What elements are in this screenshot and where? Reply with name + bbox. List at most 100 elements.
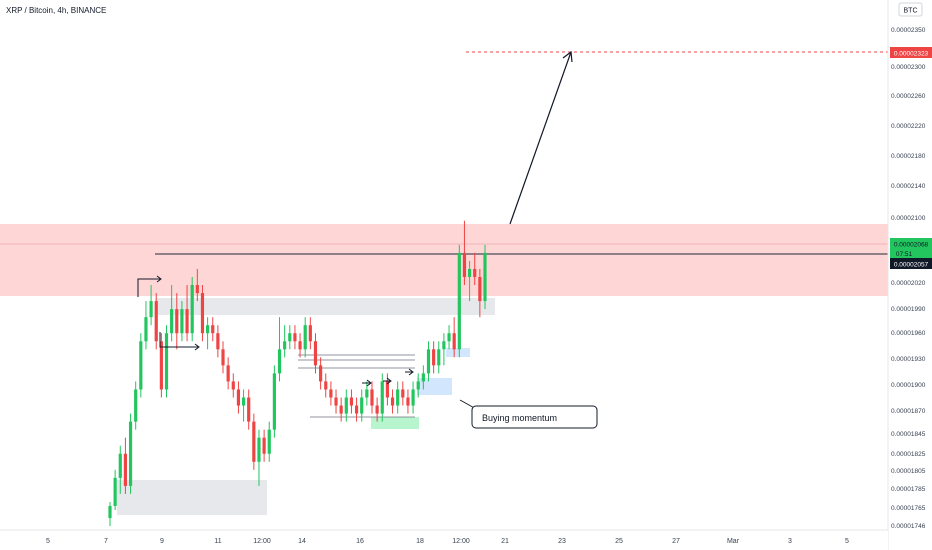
candle[interactable] [365, 381, 369, 406]
candle-body [139, 341, 143, 390]
candle[interactable] [267, 421, 271, 462]
candle[interactable] [211, 317, 215, 342]
candle[interactable] [324, 373, 328, 398]
candle[interactable] [180, 301, 184, 342]
candle-body [159, 341, 163, 390]
current-price-tag[interactable] [890, 238, 932, 259]
candle-body [380, 381, 384, 414]
candle[interactable] [149, 285, 153, 326]
candle[interactable] [159, 333, 163, 398]
candle[interactable] [339, 397, 343, 422]
candle[interactable] [272, 365, 276, 438]
candle-body [344, 397, 348, 414]
candle[interactable] [134, 381, 138, 430]
green-zone[interactable] [371, 417, 419, 429]
candle[interactable] [231, 373, 235, 398]
candle[interactable] [252, 413, 256, 470]
candle[interactable] [319, 357, 323, 390]
candle[interactable] [360, 389, 364, 422]
candle[interactable] [200, 285, 205, 342]
candle[interactable] [185, 285, 189, 342]
candle[interactable] [467, 260, 472, 302]
candle[interactable] [247, 389, 251, 430]
currency-button[interactable]: BTC [898, 2, 923, 17]
candle[interactable] [380, 373, 384, 422]
candle[interactable] [483, 244, 487, 310]
candle[interactable] [298, 333, 302, 358]
candle[interactable] [170, 285, 174, 342]
candle[interactable] [421, 365, 425, 390]
candle[interactable] [293, 325, 297, 350]
x-tick-label: 18 [416, 538, 424, 545]
candle[interactable] [375, 397, 379, 422]
candle[interactable] [195, 268, 199, 302]
candle[interactable] [390, 389, 395, 414]
candle[interactable] [190, 276, 194, 342]
candle[interactable] [457, 244, 461, 358]
candle[interactable] [154, 293, 158, 350]
resistance-zone[interactable] [0, 224, 888, 296]
gray-zone-upper[interactable] [155, 298, 495, 315]
candle[interactable] [139, 333, 143, 398]
y-tick-label: 0.00001825 [891, 451, 926, 458]
candle[interactable] [349, 389, 354, 414]
target-price-tag[interactable] [890, 47, 932, 58]
blue-zone-1[interactable] [417, 378, 452, 395]
candle[interactable] [416, 373, 420, 398]
candle[interactable] [354, 397, 359, 422]
candle[interactable] [452, 317, 456, 358]
candle[interactable] [329, 381, 333, 406]
candle[interactable] [226, 357, 230, 390]
candle[interactable] [426, 341, 431, 382]
candle[interactable] [411, 381, 415, 414]
line-level-tag[interactable] [890, 258, 932, 269]
candle[interactable] [370, 381, 374, 414]
blue-zone-2[interactable] [446, 348, 470, 357]
time-axis[interactable] [0, 530, 888, 550]
candle[interactable] [303, 317, 307, 358]
y-tick-label: 0.00002300 [891, 64, 926, 71]
candle-body [303, 325, 307, 350]
candle[interactable] [396, 381, 400, 414]
candle-body [339, 405, 343, 414]
candle[interactable] [144, 301, 148, 350]
candle[interactable] [334, 389, 338, 414]
candle[interactable] [241, 389, 246, 422]
candle[interactable] [432, 341, 436, 374]
candle[interactable] [113, 469, 117, 510]
candle[interactable] [236, 381, 241, 414]
candle[interactable] [344, 389, 348, 422]
candle[interactable] [175, 293, 179, 350]
candle[interactable] [478, 268, 482, 318]
candle[interactable] [442, 333, 446, 366]
candle-body [283, 341, 287, 350]
callout-box[interactable] [471, 405, 598, 429]
candle[interactable] [283, 325, 287, 358]
gray-zone-lower[interactable] [117, 480, 267, 515]
candle[interactable] [473, 252, 477, 286]
candle[interactable] [288, 325, 292, 350]
candle[interactable] [313, 333, 318, 374]
candle[interactable] [437, 341, 441, 374]
candle[interactable] [118, 445, 122, 494]
candle[interactable] [108, 501, 112, 527]
candle[interactable] [406, 389, 410, 414]
candle[interactable] [221, 341, 225, 374]
candle[interactable] [462, 220, 467, 286]
projection-arrow[interactable] [509, 50, 573, 225]
candle[interactable] [128, 413, 133, 494]
candle-body [170, 309, 174, 334]
price-axis[interactable] [888, 0, 932, 550]
candle[interactable] [257, 429, 261, 486]
candle[interactable] [123, 437, 128, 494]
candle[interactable] [206, 317, 210, 350]
x-tick-label: 9 [160, 538, 164, 545]
candle[interactable] [401, 381, 405, 406]
candle[interactable] [216, 325, 220, 358]
candle[interactable] [447, 325, 451, 350]
candle[interactable] [277, 317, 282, 382]
candle[interactable] [308, 317, 312, 350]
candle[interactable] [262, 429, 266, 462]
candle[interactable] [164, 325, 169, 398]
